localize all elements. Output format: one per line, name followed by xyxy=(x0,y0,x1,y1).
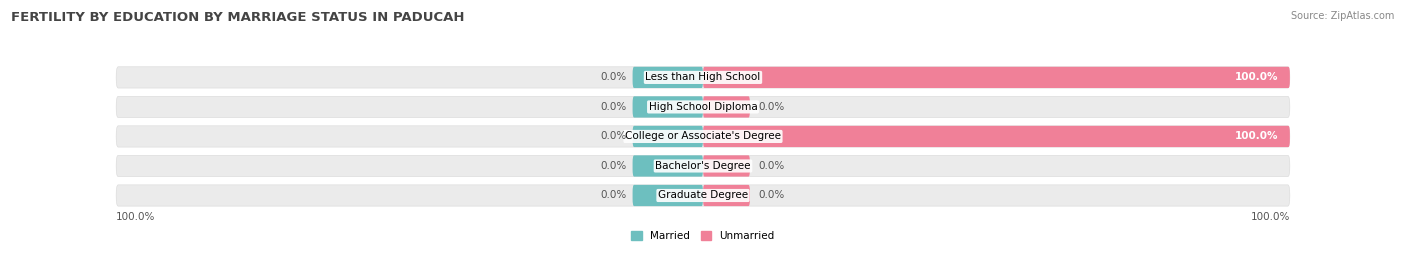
FancyBboxPatch shape xyxy=(703,67,1289,88)
Text: Source: ZipAtlas.com: Source: ZipAtlas.com xyxy=(1291,11,1395,21)
FancyBboxPatch shape xyxy=(117,126,1289,147)
FancyBboxPatch shape xyxy=(117,96,1289,118)
Text: 0.0%: 0.0% xyxy=(759,102,785,112)
Text: 0.0%: 0.0% xyxy=(600,161,627,171)
Text: Less than High School: Less than High School xyxy=(645,72,761,82)
FancyBboxPatch shape xyxy=(633,96,703,118)
Legend: Married, Unmarried: Married, Unmarried xyxy=(627,227,779,245)
Text: 100.0%: 100.0% xyxy=(1250,212,1289,222)
FancyBboxPatch shape xyxy=(703,96,749,118)
Text: 0.0%: 0.0% xyxy=(600,72,627,82)
Text: 100.0%: 100.0% xyxy=(1234,132,1278,141)
FancyBboxPatch shape xyxy=(633,126,703,147)
Text: 100.0%: 100.0% xyxy=(117,212,156,222)
Text: College or Associate's Degree: College or Associate's Degree xyxy=(626,132,780,141)
Text: 0.0%: 0.0% xyxy=(600,190,627,200)
Text: FERTILITY BY EDUCATION BY MARRIAGE STATUS IN PADUCAH: FERTILITY BY EDUCATION BY MARRIAGE STATU… xyxy=(11,11,465,24)
Text: Graduate Degree: Graduate Degree xyxy=(658,190,748,200)
Text: 0.0%: 0.0% xyxy=(600,132,627,141)
Text: 0.0%: 0.0% xyxy=(759,161,785,171)
FancyBboxPatch shape xyxy=(117,185,1289,206)
FancyBboxPatch shape xyxy=(703,185,749,206)
FancyBboxPatch shape xyxy=(117,67,1289,88)
FancyBboxPatch shape xyxy=(633,67,703,88)
FancyBboxPatch shape xyxy=(117,155,1289,176)
Text: High School Diploma: High School Diploma xyxy=(648,102,758,112)
Text: 0.0%: 0.0% xyxy=(759,190,785,200)
FancyBboxPatch shape xyxy=(703,126,1289,147)
FancyBboxPatch shape xyxy=(633,155,703,176)
Text: Bachelor's Degree: Bachelor's Degree xyxy=(655,161,751,171)
FancyBboxPatch shape xyxy=(703,155,749,176)
FancyBboxPatch shape xyxy=(633,185,703,206)
Text: 100.0%: 100.0% xyxy=(1234,72,1278,82)
Text: 0.0%: 0.0% xyxy=(600,102,627,112)
